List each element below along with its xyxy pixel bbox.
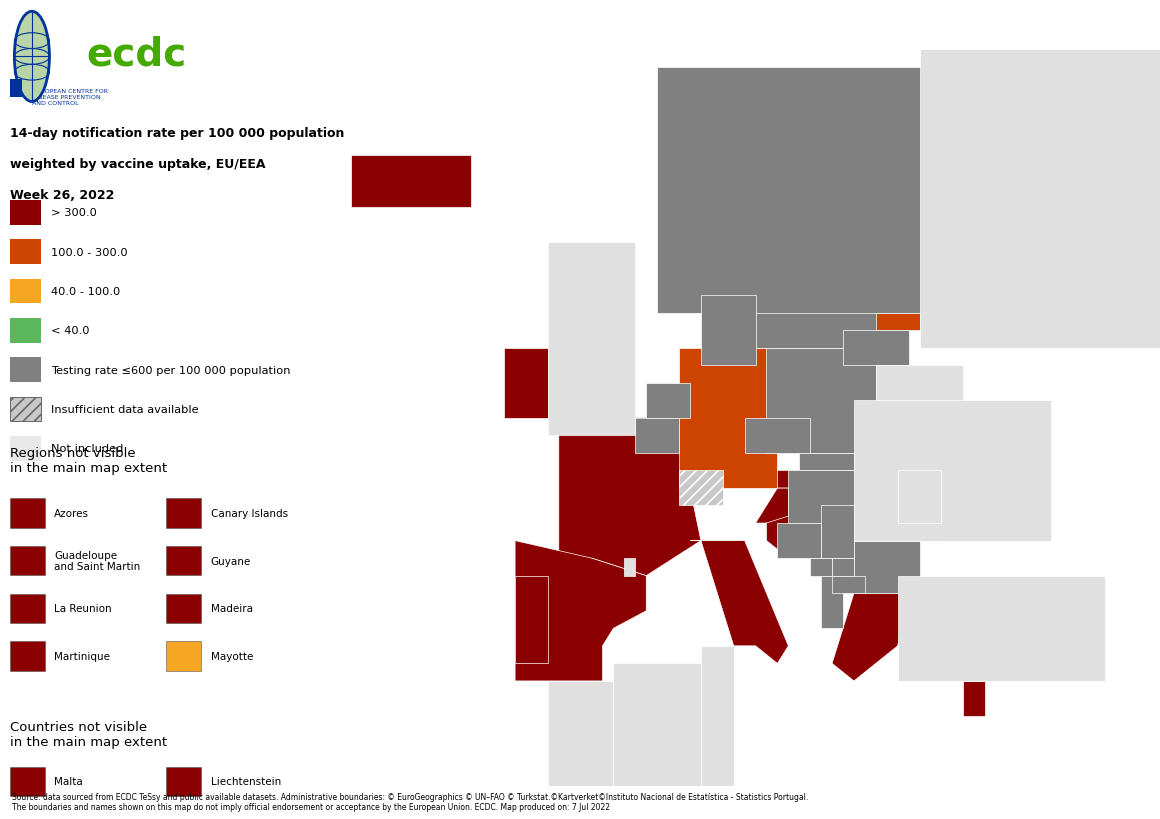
Text: 14-day notification rate per 100 000 population: 14-day notification rate per 100 000 pop… xyxy=(9,127,345,140)
Bar xyxy=(9,397,42,422)
Polygon shape xyxy=(351,156,471,208)
Bar xyxy=(9,499,44,528)
Text: 100.0 - 300.0: 100.0 - 300.0 xyxy=(51,247,128,257)
Text: Regions not visible
in the main map extent: Regions not visible in the main map exte… xyxy=(9,446,167,474)
Polygon shape xyxy=(755,488,789,523)
Polygon shape xyxy=(843,296,920,331)
Polygon shape xyxy=(854,471,942,541)
Polygon shape xyxy=(515,576,548,663)
Circle shape xyxy=(14,12,50,102)
Bar xyxy=(9,240,42,265)
Text: Mayotte: Mayotte xyxy=(211,651,253,661)
Text: weighted by vaccine uptake, EU/EEA: weighted by vaccine uptake, EU/EEA xyxy=(9,158,266,171)
Polygon shape xyxy=(723,471,799,488)
Polygon shape xyxy=(832,576,865,594)
Text: Madeira: Madeira xyxy=(211,604,253,613)
Polygon shape xyxy=(767,348,876,453)
Text: Liechtenstein: Liechtenstein xyxy=(211,776,281,786)
Bar xyxy=(166,641,201,671)
Text: Martinique: Martinique xyxy=(55,651,110,661)
Bar xyxy=(9,279,42,304)
Polygon shape xyxy=(733,103,876,348)
Polygon shape xyxy=(920,50,1160,348)
Polygon shape xyxy=(548,243,636,436)
Bar xyxy=(9,319,42,343)
Polygon shape xyxy=(832,85,942,260)
Polygon shape xyxy=(548,681,614,819)
Polygon shape xyxy=(690,541,789,663)
Polygon shape xyxy=(854,260,920,313)
Polygon shape xyxy=(898,576,1105,681)
Text: < 40.0: < 40.0 xyxy=(51,326,89,336)
Polygon shape xyxy=(767,506,821,559)
Bar xyxy=(9,767,44,796)
Text: Guyane: Guyane xyxy=(211,556,251,566)
Polygon shape xyxy=(658,68,942,313)
Bar xyxy=(9,80,22,98)
Polygon shape xyxy=(832,559,854,576)
Bar xyxy=(166,546,201,576)
Polygon shape xyxy=(810,559,832,576)
Text: ecdc: ecdc xyxy=(86,36,187,74)
Polygon shape xyxy=(701,296,755,366)
Polygon shape xyxy=(745,419,810,453)
Polygon shape xyxy=(777,523,821,559)
Polygon shape xyxy=(679,471,723,506)
Bar xyxy=(9,594,44,623)
Polygon shape xyxy=(679,436,690,453)
Bar xyxy=(9,201,42,225)
Polygon shape xyxy=(636,419,679,453)
Polygon shape xyxy=(646,383,690,419)
Polygon shape xyxy=(843,331,908,366)
Text: Countries not visible
in the main map extent: Countries not visible in the main map ex… xyxy=(9,720,167,748)
Polygon shape xyxy=(679,348,777,488)
Text: EUROPEAN CENTRE FOR
DISEASE PREVENTION
AND CONTROL: EUROPEAN CENTRE FOR DISEASE PREVENTION A… xyxy=(32,89,108,106)
Bar xyxy=(9,358,42,382)
Bar xyxy=(166,499,201,528)
Polygon shape xyxy=(515,541,646,681)
Bar xyxy=(166,767,201,796)
Text: Testing rate ≤600 per 100 000 population: Testing rate ≤600 per 100 000 population xyxy=(51,365,290,375)
Text: Canary Islands: Canary Islands xyxy=(211,509,288,518)
Polygon shape xyxy=(854,541,920,594)
Text: Malta: Malta xyxy=(55,776,84,786)
Text: 40.0 - 100.0: 40.0 - 100.0 xyxy=(51,287,121,296)
Text: Source: data sourced from ECDC TeSsy and public available datasets. Administrati: Source: data sourced from ECDC TeSsy and… xyxy=(12,792,807,801)
Text: The boundaries and names shown on this map do not imply official endorsement or : The boundaries and names shown on this m… xyxy=(12,802,610,811)
Polygon shape xyxy=(963,681,985,716)
Text: Week 26, 2022: Week 26, 2022 xyxy=(9,189,114,202)
Polygon shape xyxy=(832,594,908,681)
Polygon shape xyxy=(789,471,865,523)
Polygon shape xyxy=(624,559,636,576)
Polygon shape xyxy=(505,348,548,419)
Text: Insufficient data available: Insufficient data available xyxy=(51,405,198,414)
Polygon shape xyxy=(821,576,843,628)
Text: Not included: Not included xyxy=(51,444,123,454)
Polygon shape xyxy=(821,506,854,559)
Text: > 300.0: > 300.0 xyxy=(51,208,97,218)
Text: La Reunion: La Reunion xyxy=(55,604,111,613)
Bar xyxy=(9,437,42,461)
Polygon shape xyxy=(701,646,733,786)
Polygon shape xyxy=(854,400,1051,541)
Bar xyxy=(166,594,201,623)
Polygon shape xyxy=(898,471,942,523)
Bar xyxy=(9,641,44,671)
Polygon shape xyxy=(876,366,963,419)
Text: Guadeloupe
and Saint Martin: Guadeloupe and Saint Martin xyxy=(55,550,140,572)
Polygon shape xyxy=(614,663,712,819)
Bar xyxy=(9,546,44,576)
Polygon shape xyxy=(799,453,854,471)
Polygon shape xyxy=(559,419,701,576)
Text: Azores: Azores xyxy=(55,509,89,518)
